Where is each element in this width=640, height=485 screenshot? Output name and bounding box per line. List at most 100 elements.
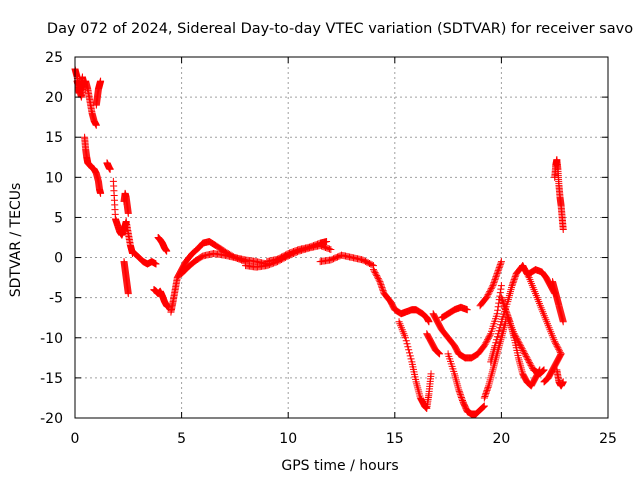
y-tick-label: 15: [45, 130, 63, 146]
data-point: [487, 285, 495, 293]
data-point: [521, 351, 529, 359]
data-point: [327, 246, 335, 254]
data-point: [403, 340, 411, 348]
data-point: [483, 386, 491, 394]
series-arc-early-11: [150, 286, 173, 311]
data-point: [405, 349, 413, 357]
data-point: [492, 273, 500, 281]
data-point: [494, 306, 502, 314]
data-point: [496, 261, 504, 269]
data-point: [163, 247, 171, 255]
data-point: [480, 402, 488, 410]
data-point: [486, 288, 494, 296]
data-point: [97, 189, 105, 197]
data-points: [71, 65, 567, 418]
data-point: [375, 276, 383, 284]
data-point: [512, 333, 520, 341]
data-point: [463, 306, 471, 314]
data-point: [510, 277, 518, 285]
data-point: [555, 345, 563, 353]
data-point: [455, 386, 463, 394]
data-point: [492, 339, 500, 347]
data-point: [377, 282, 385, 290]
data-point: [492, 274, 500, 282]
data-point: [379, 285, 387, 293]
x-tick-label: 25: [599, 431, 617, 447]
data-point: [488, 283, 496, 291]
plot-frame: [74, 56, 609, 419]
data-point: [519, 346, 527, 354]
data-point: [539, 367, 547, 375]
data-point: [495, 264, 503, 272]
data-point: [482, 389, 490, 397]
data-point: [456, 389, 464, 397]
data-point: [509, 280, 517, 288]
data-point: [495, 265, 503, 273]
data-point: [493, 271, 501, 279]
series-arc-late-16: [549, 278, 567, 326]
data-point: [559, 225, 567, 233]
series-arc-early-7: [120, 189, 132, 217]
series-arc-late-3: [429, 310, 469, 362]
data-point: [553, 342, 561, 350]
data-point: [405, 346, 413, 354]
y-tick-label: 5: [54, 210, 63, 226]
data-point: [498, 297, 506, 305]
data-point: [372, 270, 380, 278]
data-point: [407, 355, 415, 363]
data-point: [500, 300, 508, 308]
data-point: [479, 403, 487, 411]
x-tick-label: 20: [492, 431, 510, 447]
data-point: [501, 304, 509, 312]
data-point: [540, 366, 548, 374]
series-arc-late-18: [553, 366, 567, 390]
data-point: [376, 279, 384, 287]
data-point: [479, 403, 487, 411]
data-point: [552, 339, 559, 347]
data-point: [480, 342, 488, 350]
data-point: [513, 334, 521, 342]
y-axis-label: SDTVAR / TECUs: [8, 183, 24, 298]
series-arc-early-5: [103, 159, 114, 173]
data-point: [495, 299, 503, 307]
data-point: [481, 340, 489, 348]
data-point: [524, 355, 532, 363]
series-arc-late-6: [444, 350, 488, 418]
data-point: [458, 395, 466, 403]
data-point: [406, 352, 414, 360]
y-tick-label: 25: [45, 50, 63, 66]
data-point: [538, 367, 546, 375]
data-point: [483, 292, 491, 300]
data-point: [527, 361, 535, 369]
data-point: [510, 330, 518, 338]
series-arc-late-2: [395, 318, 435, 412]
series-arc-late-12: [504, 314, 548, 378]
y-tick-label: -10: [40, 331, 63, 347]
data-point: [377, 281, 385, 289]
data-point: [493, 336, 501, 344]
data-point: [493, 333, 501, 341]
data-point: [489, 280, 497, 288]
series-arc-late-13: [519, 262, 565, 358]
data-point: [92, 121, 100, 129]
data-point: [518, 345, 526, 353]
data-point: [557, 351, 565, 359]
data-point: [483, 337, 491, 345]
data-point: [523, 354, 531, 362]
data-point: [525, 357, 533, 365]
data-point: [489, 282, 497, 290]
data-point: [401, 334, 409, 342]
data-point: [499, 298, 507, 306]
data-point: [456, 390, 464, 398]
data-point: [427, 370, 435, 378]
data-point: [497, 258, 505, 266]
data-point: [516, 340, 524, 348]
data-point: [326, 245, 334, 253]
data-point: [484, 336, 492, 344]
data-point: [525, 358, 533, 366]
data-point: [425, 318, 433, 326]
data-point: [485, 333, 493, 341]
y-tick-label: -15: [40, 371, 63, 387]
data-point: [511, 273, 519, 281]
data-point: [494, 268, 502, 276]
